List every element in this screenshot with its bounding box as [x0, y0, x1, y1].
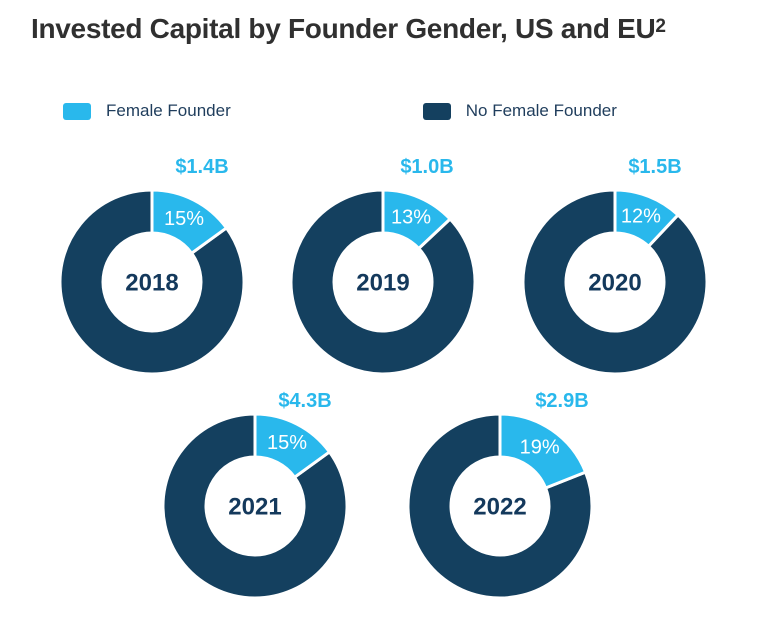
slice-female-founder	[150, 188, 229, 256]
slice-female-founder	[253, 412, 332, 480]
donut-svg-2022: 19% 2022	[406, 412, 594, 600]
percent-label: 15%	[267, 432, 307, 454]
year-label: 2019	[356, 270, 409, 297]
legend-swatch-female-icon	[63, 102, 91, 120]
slice-no-female-founder	[161, 412, 349, 600]
percent-label: 19%	[520, 437, 560, 459]
amount-label: $1.0B	[400, 156, 454, 178]
percent-label: 13%	[391, 206, 431, 228]
percent-label: 15%	[164, 208, 204, 230]
slice-no-female-founder	[406, 412, 594, 600]
legend: Female Founder No Female Founder	[63, 100, 617, 122]
chart-title-text: Invested Capital by Founder Gender, US a…	[31, 13, 656, 44]
amount-label: $1.4B	[175, 156, 229, 178]
legend-label-female-founder: Female Founder	[106, 101, 231, 120]
year-label: 2021	[228, 494, 281, 521]
donut-chart-2022: 19% 2022 $2.9B	[405, 390, 595, 601]
donut-chart-2020: 12% 2020 $1.5B	[520, 156, 710, 377]
donut-svg-2019: 13% 2019	[289, 188, 477, 376]
year-label: 2018	[125, 270, 178, 297]
donut-chart-2018: 15% 2018 $1.4B	[57, 156, 247, 377]
slice-female-founder	[613, 188, 681, 249]
amount-label: $4.3B	[278, 390, 332, 412]
legend-item-female-founder: Female Founder	[63, 101, 231, 121]
slice-female-founder	[498, 412, 588, 490]
year-label: 2020	[588, 270, 641, 297]
amount-label: $1.5B	[628, 156, 682, 178]
donut-svg-2018: 15% 2018	[58, 188, 246, 376]
slice-no-female-founder	[58, 188, 246, 376]
legend-label-no-female-founder: No Female Founder	[465, 101, 617, 120]
slice-no-female-founder	[521, 188, 709, 376]
legend-item-no-female-founder: No Female Founder	[422, 101, 617, 121]
year-label: 2022	[473, 494, 526, 521]
slice-no-female-founder	[289, 188, 477, 376]
chart-title-superscript: 2	[655, 15, 666, 37]
slice-female-founder	[381, 188, 453, 251]
chart-title: Invested Capital by Founder Gender, US a…	[31, 13, 666, 45]
donut-chart-2021: 15% 2021 $4.3B	[160, 390, 350, 601]
amount-label: $2.9B	[535, 390, 589, 412]
donut-svg-2021: 15% 2021	[161, 412, 349, 600]
donut-svg-2020: 12% 2020	[521, 188, 709, 376]
percent-label: 12%	[621, 205, 661, 227]
legend-swatch-no-female-icon	[422, 102, 451, 120]
donut-chart-2019: 13% 2019 $1.0B	[288, 156, 478, 377]
